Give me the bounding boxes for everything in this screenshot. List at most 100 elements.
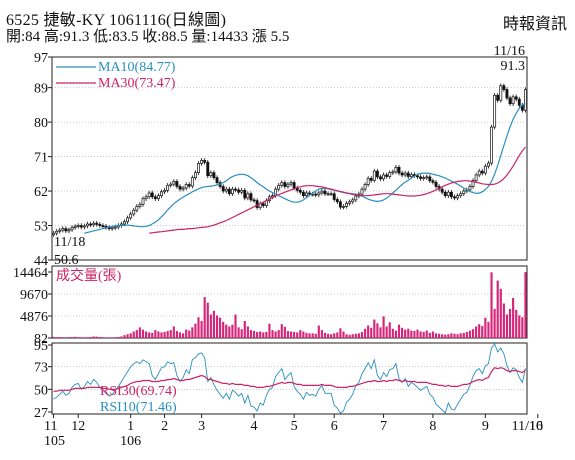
volume-bar <box>212 310 216 338</box>
volume-bar <box>450 333 453 338</box>
x-tick-year-label: 106 <box>120 434 141 449</box>
candle-body <box>366 178 370 185</box>
volume-bar <box>166 331 169 338</box>
legend-label: MA10(84.77) <box>98 60 176 75</box>
volume-bar <box>441 334 444 338</box>
volume-bar <box>431 331 435 338</box>
volume-bar <box>305 332 308 338</box>
volume-bar <box>456 334 459 338</box>
candle-body <box>409 174 413 177</box>
volume-bar <box>172 326 175 338</box>
candle-body <box>271 195 274 198</box>
volume-bar <box>462 332 465 338</box>
candle-body <box>73 225 77 228</box>
candle-body <box>221 186 225 192</box>
volume-bar <box>277 330 280 338</box>
candle-body <box>462 190 466 195</box>
volume-bar <box>512 297 515 338</box>
volume-bar <box>117 336 120 338</box>
candle-body <box>450 191 453 198</box>
candle-body <box>126 217 129 223</box>
volume-bar <box>330 334 333 338</box>
candle-body <box>440 188 444 193</box>
x-tick-label: 4 <box>251 419 258 434</box>
volume-bar <box>490 272 493 338</box>
volume-bar <box>52 336 55 338</box>
volume-panel: 14464 9670 4876 82 成交量(張) <box>13 266 527 347</box>
candle-body <box>156 195 160 200</box>
volume-bar <box>86 337 89 338</box>
candle-body <box>508 97 512 105</box>
candle-body <box>490 126 493 164</box>
candle-body <box>150 192 154 198</box>
volume-bar <box>422 331 425 338</box>
volume-bar <box>444 334 447 338</box>
candle-body <box>70 227 74 231</box>
candle-body <box>524 89 527 111</box>
candle-body <box>354 195 358 201</box>
high-value-label: 91.3 <box>501 59 526 74</box>
candle-body <box>505 89 509 99</box>
volume-bar <box>425 330 428 338</box>
x-tick-label: 5 <box>291 419 298 434</box>
volume-bar <box>77 337 80 338</box>
volume-bar <box>357 333 360 338</box>
candle-body <box>326 193 330 196</box>
volume-bar <box>104 337 108 338</box>
candle-body <box>138 204 142 207</box>
volume-bar <box>283 326 286 338</box>
volume-bar <box>416 329 419 338</box>
candle-body <box>301 191 305 197</box>
volume-bar <box>240 329 243 338</box>
candle-body <box>234 188 237 191</box>
candle-body <box>206 161 210 177</box>
candle-body <box>517 98 521 106</box>
candle-body <box>289 182 293 185</box>
candle-body <box>181 187 185 190</box>
volume-bar <box>481 325 484 338</box>
candle-body <box>428 176 432 182</box>
candle-body <box>431 180 435 183</box>
volume-bar <box>228 326 231 338</box>
volume-bar <box>92 336 95 338</box>
volume-bar <box>95 336 98 338</box>
candle-body <box>79 225 83 228</box>
volume-bar <box>101 337 104 338</box>
volume-bar <box>317 325 320 338</box>
candle-body <box>246 193 250 199</box>
candle-body <box>514 96 518 100</box>
candle-body <box>335 199 339 203</box>
candle-body <box>98 224 102 226</box>
volume-bar <box>376 323 379 338</box>
candle-body <box>375 170 379 178</box>
volume-bar <box>465 331 468 338</box>
volume-bar <box>502 303 505 338</box>
volume-bar <box>453 333 456 338</box>
candle-body <box>456 195 460 199</box>
candle-body <box>320 190 324 194</box>
volume-bar <box>360 331 364 338</box>
volume-bar <box>206 302 209 338</box>
volume-bar <box>388 322 391 338</box>
candle-body <box>351 199 355 203</box>
x-tick-label: 8 <box>429 419 436 434</box>
volume-bar <box>144 331 148 338</box>
x-tick-label: 12 <box>71 419 85 434</box>
candle-body <box>163 189 167 193</box>
candle-body <box>89 223 92 226</box>
volume-bar <box>160 332 163 338</box>
x-tick-year-label: 105 <box>44 434 65 449</box>
price-frame <box>51 56 528 261</box>
candle-body <box>372 170 376 181</box>
high-date-label: 11/16 <box>494 44 525 59</box>
volume-bar <box>308 333 311 338</box>
volume-bar <box>373 319 376 338</box>
volume-bar <box>410 330 413 338</box>
volume-bar <box>385 326 388 338</box>
volume-bar <box>397 324 401 338</box>
volume-bar <box>311 333 314 338</box>
candle-body <box>277 184 281 190</box>
volume-bar <box>413 331 416 338</box>
volume-bar <box>518 315 521 338</box>
